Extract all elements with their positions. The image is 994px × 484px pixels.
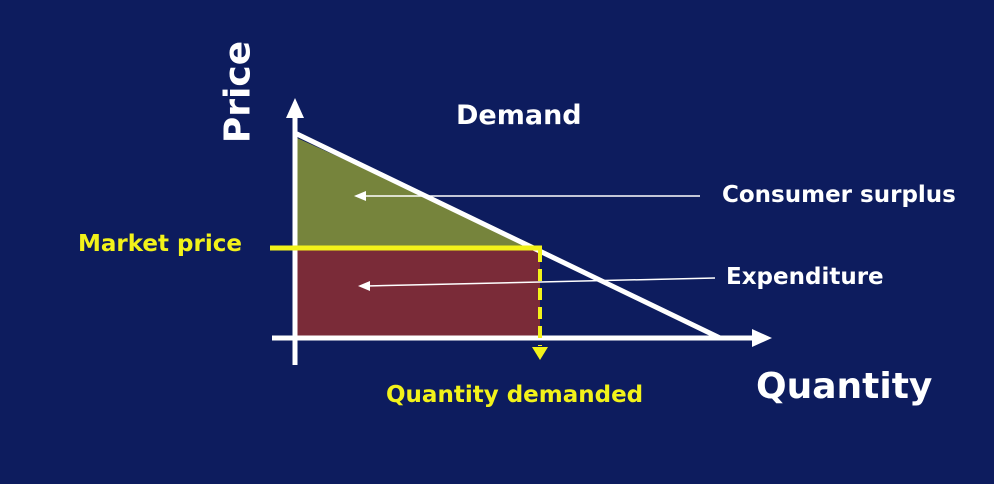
expenditure-area bbox=[297, 248, 540, 338]
expenditure-arrow-line bbox=[365, 277, 716, 287]
consumer-surplus-label: Consumer surplus bbox=[722, 182, 956, 208]
expenditure-label: Expenditure bbox=[726, 264, 884, 290]
demand-label: Demand bbox=[456, 100, 582, 131]
y-axis-arrowhead bbox=[286, 98, 304, 118]
market-price-label: Market price bbox=[78, 231, 242, 257]
price-axis-label: Price bbox=[217, 40, 259, 144]
quantity-demanded-arrowhead bbox=[532, 347, 548, 360]
quantity-demanded-label: Quantity demanded bbox=[386, 382, 644, 408]
x-axis-arrowhead bbox=[752, 329, 772, 347]
consumer-surplus-arrowhead bbox=[354, 191, 366, 201]
demand-line bbox=[294, 131, 723, 341]
expenditure-arrowhead bbox=[358, 281, 370, 291]
quantity-axis-label: Quantity bbox=[756, 366, 933, 407]
